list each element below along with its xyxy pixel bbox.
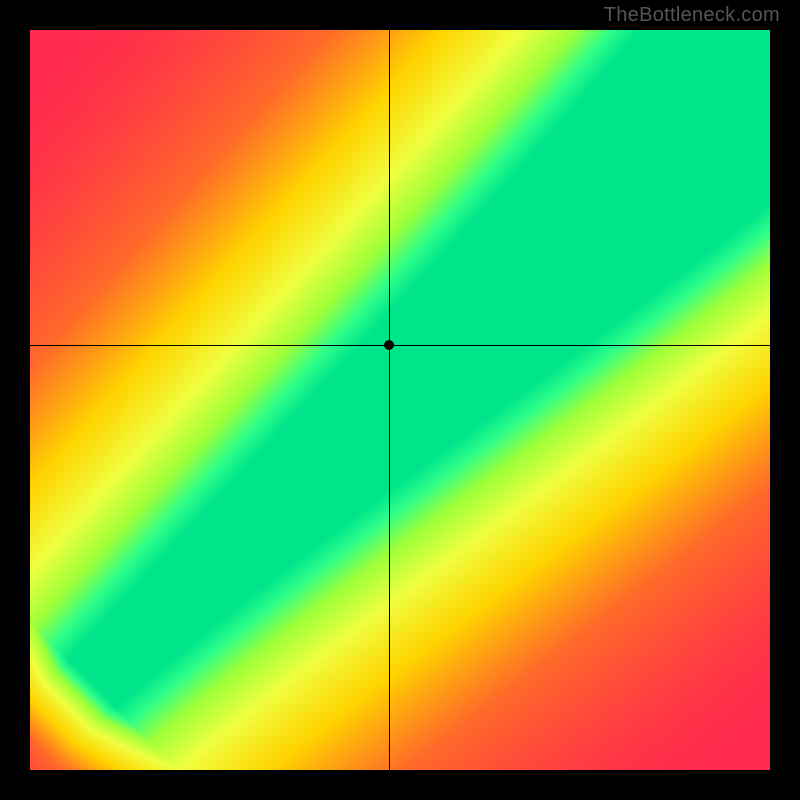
watermark-text: TheBottleneck.com [604, 4, 780, 27]
crosshair-marker [384, 340, 394, 350]
crosshair-horizontal [30, 345, 770, 346]
crosshair-vertical [389, 30, 390, 770]
figure-container: TheBottleneck.com [0, 0, 800, 800]
heatmap-plot [30, 30, 770, 770]
heatmap-canvas [30, 30, 770, 770]
